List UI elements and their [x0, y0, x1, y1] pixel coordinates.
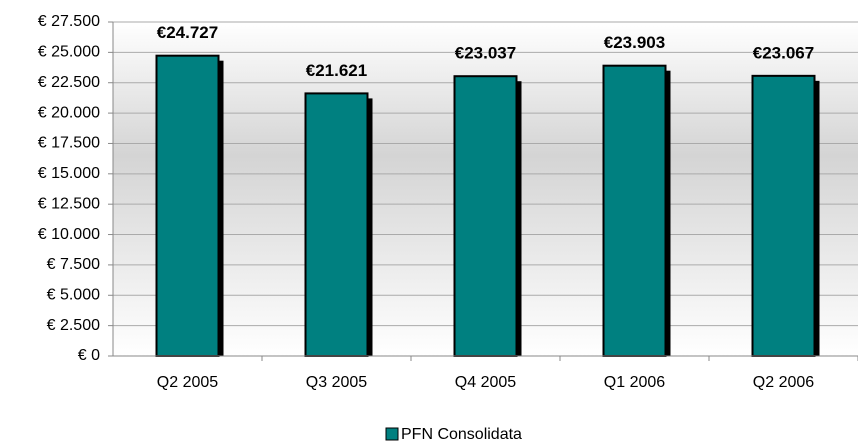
value-label: €21.621	[306, 61, 367, 80]
y-tick-label: € 27.500	[38, 13, 100, 30]
y-tick-label: € 12.500	[38, 195, 100, 212]
legend-swatch	[385, 427, 399, 441]
bar	[453, 75, 518, 357]
x-tick-label: Q2 2005	[157, 374, 218, 391]
y-tick-label: € 0	[78, 347, 100, 364]
value-label: €24.727	[157, 23, 218, 42]
legend-label: PFN Consolidata	[401, 426, 522, 442]
bar	[751, 74, 816, 358]
bar	[304, 92, 369, 357]
value-label: €23.067	[753, 43, 814, 62]
y-tick-label: € 10.000	[38, 226, 100, 243]
y-tick-label: € 15.000	[38, 165, 100, 182]
value-label: €23.903	[604, 33, 665, 52]
y-tick-label: € 17.500	[38, 135, 100, 152]
y-tick-label: € 7.500	[47, 256, 100, 273]
x-tick-label: Q4 2005	[455, 374, 516, 391]
x-tick-label: Q1 2006	[604, 374, 665, 391]
y-tick-label: € 5.000	[47, 286, 100, 303]
bar	[602, 64, 667, 358]
y-tick-label: € 22.500	[38, 74, 100, 91]
x-tick-label: Q3 2005	[306, 374, 367, 391]
bar	[155, 54, 220, 357]
x-tick-label: Q2 2006	[753, 374, 814, 391]
value-label: €23.037	[455, 44, 516, 63]
y-tick-label: € 25.000	[38, 44, 100, 61]
y-tick-label: € 2.500	[47, 317, 100, 334]
y-tick-label: € 20.000	[38, 104, 100, 121]
